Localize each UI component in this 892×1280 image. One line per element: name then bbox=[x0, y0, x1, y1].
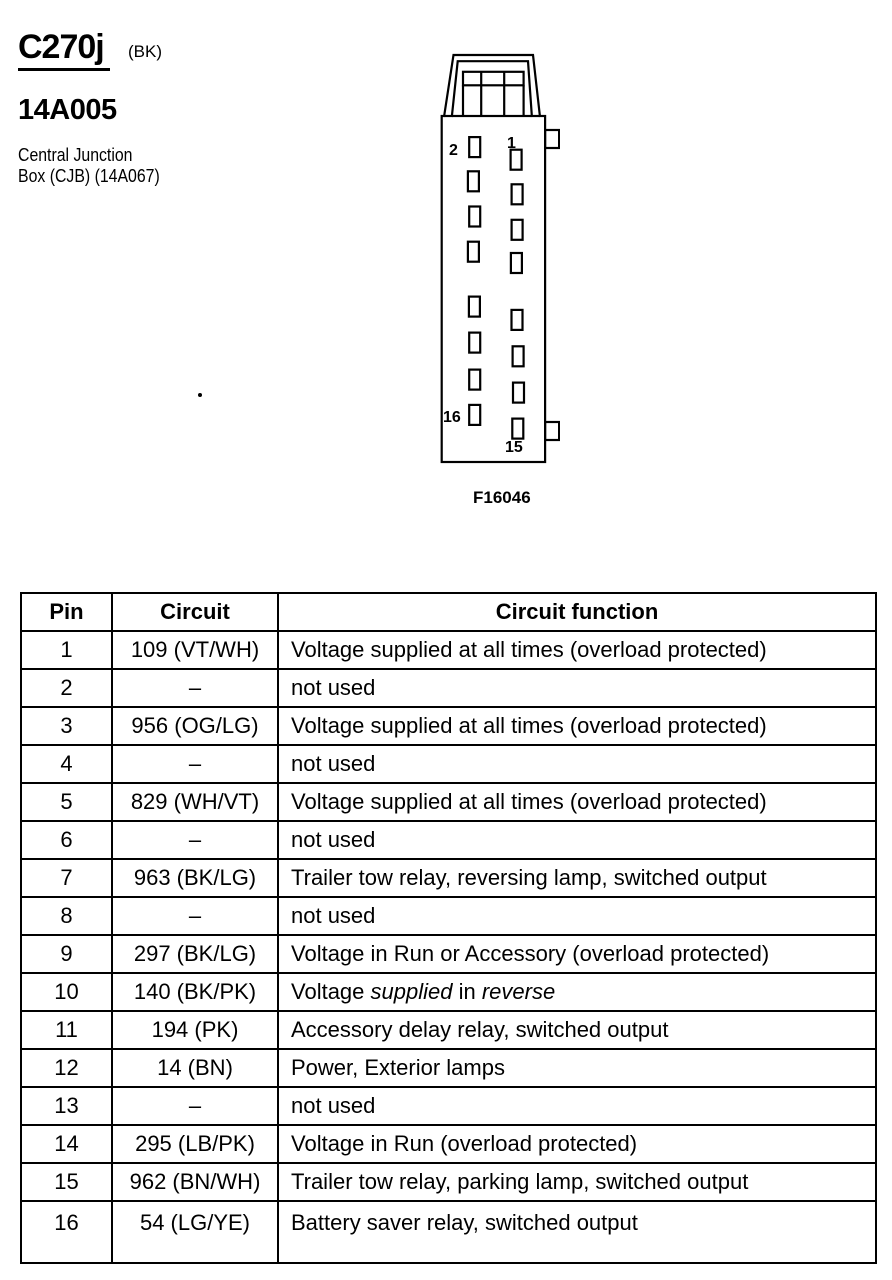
svg-text:2: 2 bbox=[449, 142, 458, 159]
svg-text:1: 1 bbox=[507, 135, 516, 152]
svg-text:15: 15 bbox=[505, 439, 523, 456]
svg-text:16: 16 bbox=[443, 409, 461, 426]
